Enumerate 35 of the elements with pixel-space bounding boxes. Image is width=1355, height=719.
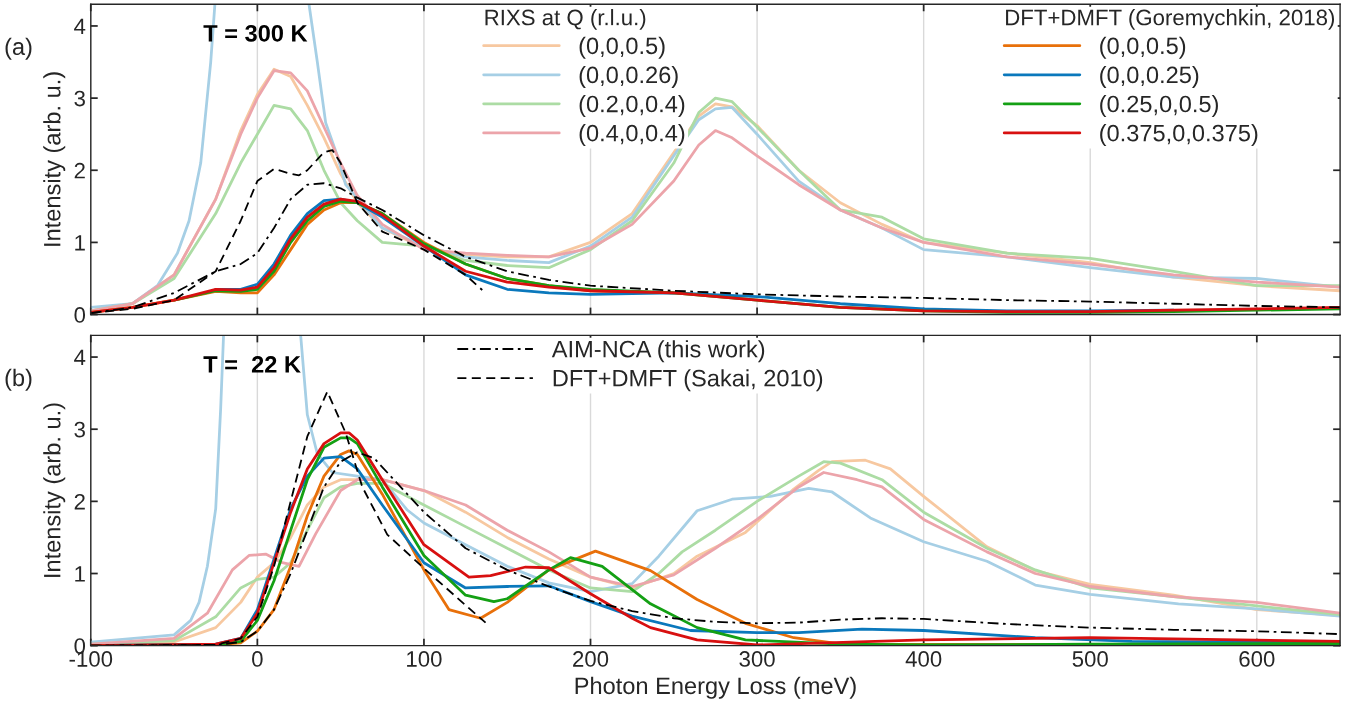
annotation: RIXS at Q (r.l.u.)	[485, 9, 646, 30]
y-tick-label: 4	[74, 349, 86, 366]
x-tick-label: 0	[252, 651, 263, 667]
y-tick-label: 1	[75, 566, 85, 582]
x-tick-label: 500	[1072, 651, 1108, 667]
text: (b)	[5, 368, 32, 391]
legend-label: AIM-NCA (this work)	[551, 340, 765, 363]
y-tick-label: 4	[74, 18, 86, 35]
y-tick-label: 3	[74, 90, 85, 107]
y-tick-label: 3	[74, 421, 85, 438]
x-tick-label: 600	[1239, 651, 1275, 667]
y-tick-label: 2	[74, 162, 85, 179]
y-tick-label: 0	[74, 307, 86, 323]
y-tick-label: 1	[75, 235, 85, 251]
x-axis-title: Photon Energy Loss (meV)	[575, 676, 856, 699]
y-axis-title: Intensity (arb. u.)	[43, 72, 66, 246]
x-tick-label: 300	[739, 651, 775, 667]
text: (a)	[5, 37, 32, 60]
annotation: T = 22 K	[203, 356, 301, 373]
legend-label: (0.4,0,0.4)	[579, 124, 685, 147]
legend-label: (0,0,0.5)	[1100, 36, 1186, 59]
annotation: DFT+DMFT (Goremychkin, 2018)	[1006, 9, 1335, 30]
legend-label: (0.2,0,0.4)	[579, 95, 685, 118]
legend-label: (0,0,0.26)	[579, 65, 678, 88]
annotation: T = 300 K	[203, 24, 308, 42]
legend-label: (0.25,0,0.5)	[1100, 95, 1218, 118]
x-tick-label: 200	[573, 651, 609, 667]
legend-label: (0,0,0.25)	[1100, 65, 1199, 88]
x-tick-label: 100	[407, 651, 442, 667]
x-tick-label: 400	[905, 651, 942, 667]
legend-label: (0,0,0.5)	[579, 36, 665, 59]
y-tick-label: 2	[74, 493, 85, 510]
legend-label: (0.375,0,0.375)	[1100, 124, 1258, 147]
y-axis-title: Intensity (arb. u.)	[43, 403, 66, 577]
legend-label: DFT+DMFT (Sakai, 2010)	[553, 369, 823, 392]
